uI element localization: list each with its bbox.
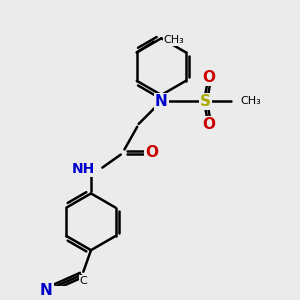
Text: NH: NH	[71, 162, 95, 176]
Text: S: S	[200, 94, 211, 109]
Text: N: N	[40, 283, 53, 298]
Text: O: O	[202, 70, 215, 85]
Text: O: O	[202, 117, 215, 132]
Text: CH₃: CH₃	[241, 96, 262, 106]
Text: N: N	[155, 94, 168, 109]
Text: C: C	[80, 276, 87, 286]
Text: O: O	[145, 145, 158, 160]
Text: CH₃: CH₃	[164, 35, 184, 45]
